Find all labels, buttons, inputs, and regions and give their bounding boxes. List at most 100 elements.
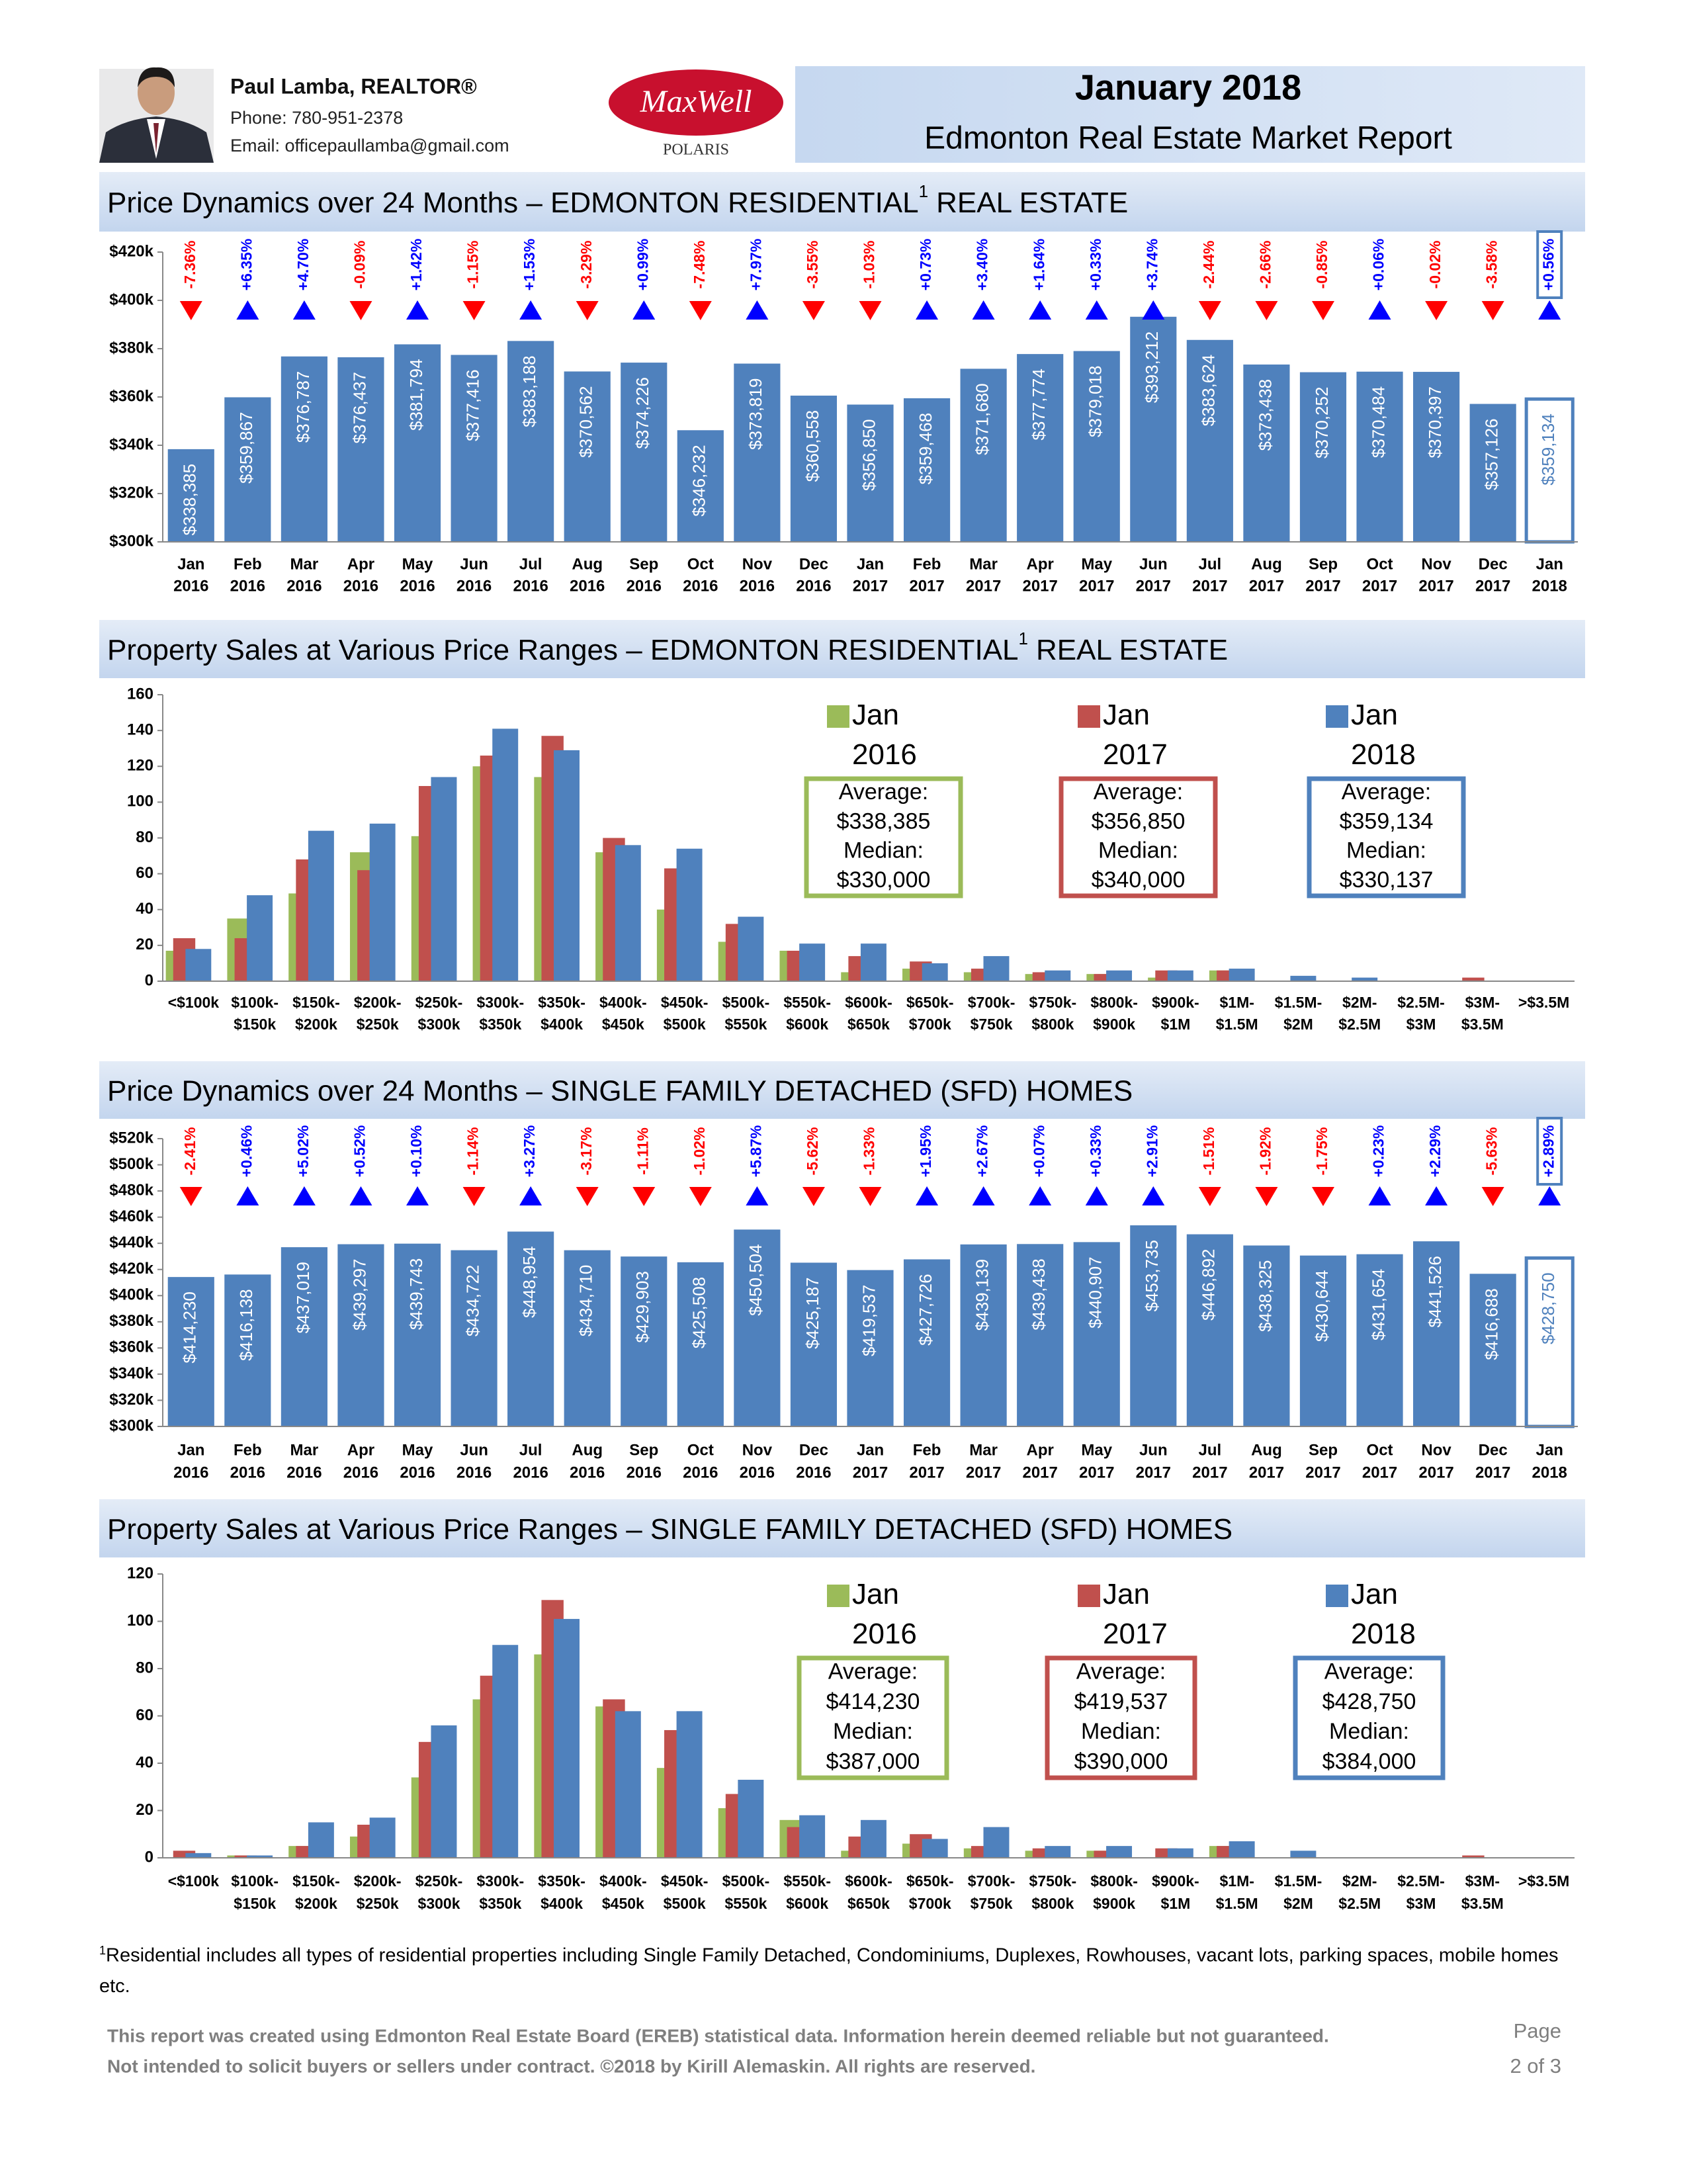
legend-entry: Jan 2017 (1103, 699, 1168, 771)
chart-title-end: REAL ESTATE (936, 187, 1128, 219)
bar (1106, 1846, 1133, 1858)
change-marker (292, 300, 316, 320)
chart: Price Dynamics over 24 Months – SINGLE F… (99, 1061, 1585, 1481)
value-label: $425,508 (689, 1277, 709, 1348)
bar (983, 956, 1010, 981)
change-label: -1.15% (464, 241, 482, 289)
x-tick-label: $750k (971, 1016, 1013, 1033)
header-box (795, 66, 1585, 163)
footnote-mark: 1 (99, 1944, 107, 1957)
x-tick-label: Jan (857, 555, 884, 573)
bar (308, 1822, 334, 1858)
x-tick-label: 2016 (400, 577, 435, 595)
value-label: $376,787 (293, 371, 313, 443)
value-label: $370,484 (1368, 386, 1388, 458)
x-tick-label: $750k- (1029, 994, 1077, 1011)
x-tick-label: Feb (913, 555, 941, 573)
value-label: $359,867 (236, 412, 256, 483)
x-tick-label: $2M (1283, 1016, 1313, 1033)
x-tick-label: $3.5M (1461, 1016, 1504, 1033)
change-label: -0.09% (351, 241, 368, 289)
bar (369, 1817, 396, 1858)
change-label: +2.89% (1539, 1125, 1557, 1178)
y-tick-label: $440k (109, 1234, 153, 1252)
x-tick-label: $700k- (968, 1872, 1016, 1890)
bar (1356, 371, 1403, 542)
x-tick-label: $200k (295, 1895, 337, 1912)
page-label: Page (1514, 2019, 1561, 2042)
legend-entry: Jan 2018 (1351, 1578, 1416, 1650)
bar (1229, 969, 1255, 981)
change-label: +3.40% (974, 239, 991, 291)
x-tick-label: $350k (479, 1895, 521, 1912)
x-tick-label: <$100k (168, 994, 220, 1011)
x-tick-label: Jun (460, 1441, 488, 1459)
change-marker (519, 1186, 542, 1205)
y-tick-label: $520k (109, 1129, 153, 1147)
change-marker (746, 300, 769, 320)
stats-label: Average: (839, 779, 928, 805)
chart-title-text: Property Sales at Various Price Ranges –… (107, 634, 1019, 666)
stats-box (1045, 1655, 1197, 1780)
change-marker (1481, 301, 1504, 320)
x-tick-label: $250k (357, 1016, 399, 1033)
change-marker (1368, 1186, 1391, 1205)
x-tick-label: $500k (664, 1016, 706, 1033)
x-tick-label: 2016 (513, 1463, 548, 1481)
bar (1243, 1245, 1290, 1426)
y-tick-label: 0 (145, 971, 153, 989)
bar (185, 949, 212, 981)
change-label: -0.02% (1426, 241, 1444, 289)
photo-face (138, 70, 175, 115)
x-tick-label: 2017 (1022, 1463, 1057, 1481)
change-label-box (1536, 230, 1563, 299)
x-tick-label: $1.5M- (1275, 1872, 1322, 1890)
logo-subtext: POLARIS (663, 142, 729, 159)
change-label: +5.87% (747, 1125, 764, 1178)
x-tick-label: 2016 (286, 1463, 322, 1481)
change-label: +0.07% (1030, 1125, 1047, 1178)
bar (394, 1243, 441, 1426)
x-tick-label: 2016 (230, 1463, 265, 1481)
y-tick-label: 140 (127, 721, 153, 738)
x-tick-label: $2.5M- (1397, 994, 1445, 1011)
legend-entry: Jan 2016 (852, 699, 917, 771)
bar (337, 1244, 384, 1426)
bar (621, 363, 668, 542)
value-label: $440,907 (1086, 1256, 1105, 1328)
x-tick-label: $500k- (722, 1872, 770, 1890)
y-tick-label: $320k (109, 484, 153, 502)
value-label: $379,018 (1086, 366, 1105, 437)
change-label: +1.95% (917, 1125, 934, 1178)
bar (247, 895, 273, 981)
x-tick-label: $150k (234, 1895, 276, 1912)
change-marker (236, 300, 259, 320)
change-marker (1085, 1186, 1108, 1205)
change-label: -0.85% (1313, 241, 1330, 289)
change-label: +7.97% (747, 239, 764, 291)
x-tick-label: 2017 (1362, 1463, 1397, 1481)
x-tick-label: Mar (969, 1441, 998, 1459)
x-tick-label: Dec (799, 1441, 828, 1459)
x-tick-label: $900k- (1152, 994, 1199, 1011)
x-tick-label: May (1081, 1441, 1112, 1459)
value-label: $356,850 (859, 419, 879, 490)
x-tick-label: $450k- (661, 1872, 709, 1890)
change-label: +0.23% (1370, 1125, 1387, 1178)
x-tick-label: 2017 (1362, 577, 1397, 595)
stats-label: Median: (844, 838, 924, 863)
x-tick-label: Feb (234, 1441, 262, 1459)
chart-title-end: REAL ESTATE (1036, 634, 1228, 666)
bar (1462, 977, 1485, 981)
change-marker (632, 1187, 656, 1206)
x-tick-label: $300k (418, 1016, 460, 1033)
x-tick-label: Jan (1536, 555, 1563, 573)
change-marker (1425, 1186, 1448, 1205)
x-tick-label: Nov (742, 1441, 773, 1459)
value-label: $359,468 (916, 413, 935, 484)
bar (1130, 1225, 1177, 1426)
change-marker (859, 301, 882, 320)
value-label: $393,212 (1142, 331, 1162, 403)
change-marker (1198, 1187, 1221, 1206)
x-tick-label: Apr (347, 1441, 374, 1459)
